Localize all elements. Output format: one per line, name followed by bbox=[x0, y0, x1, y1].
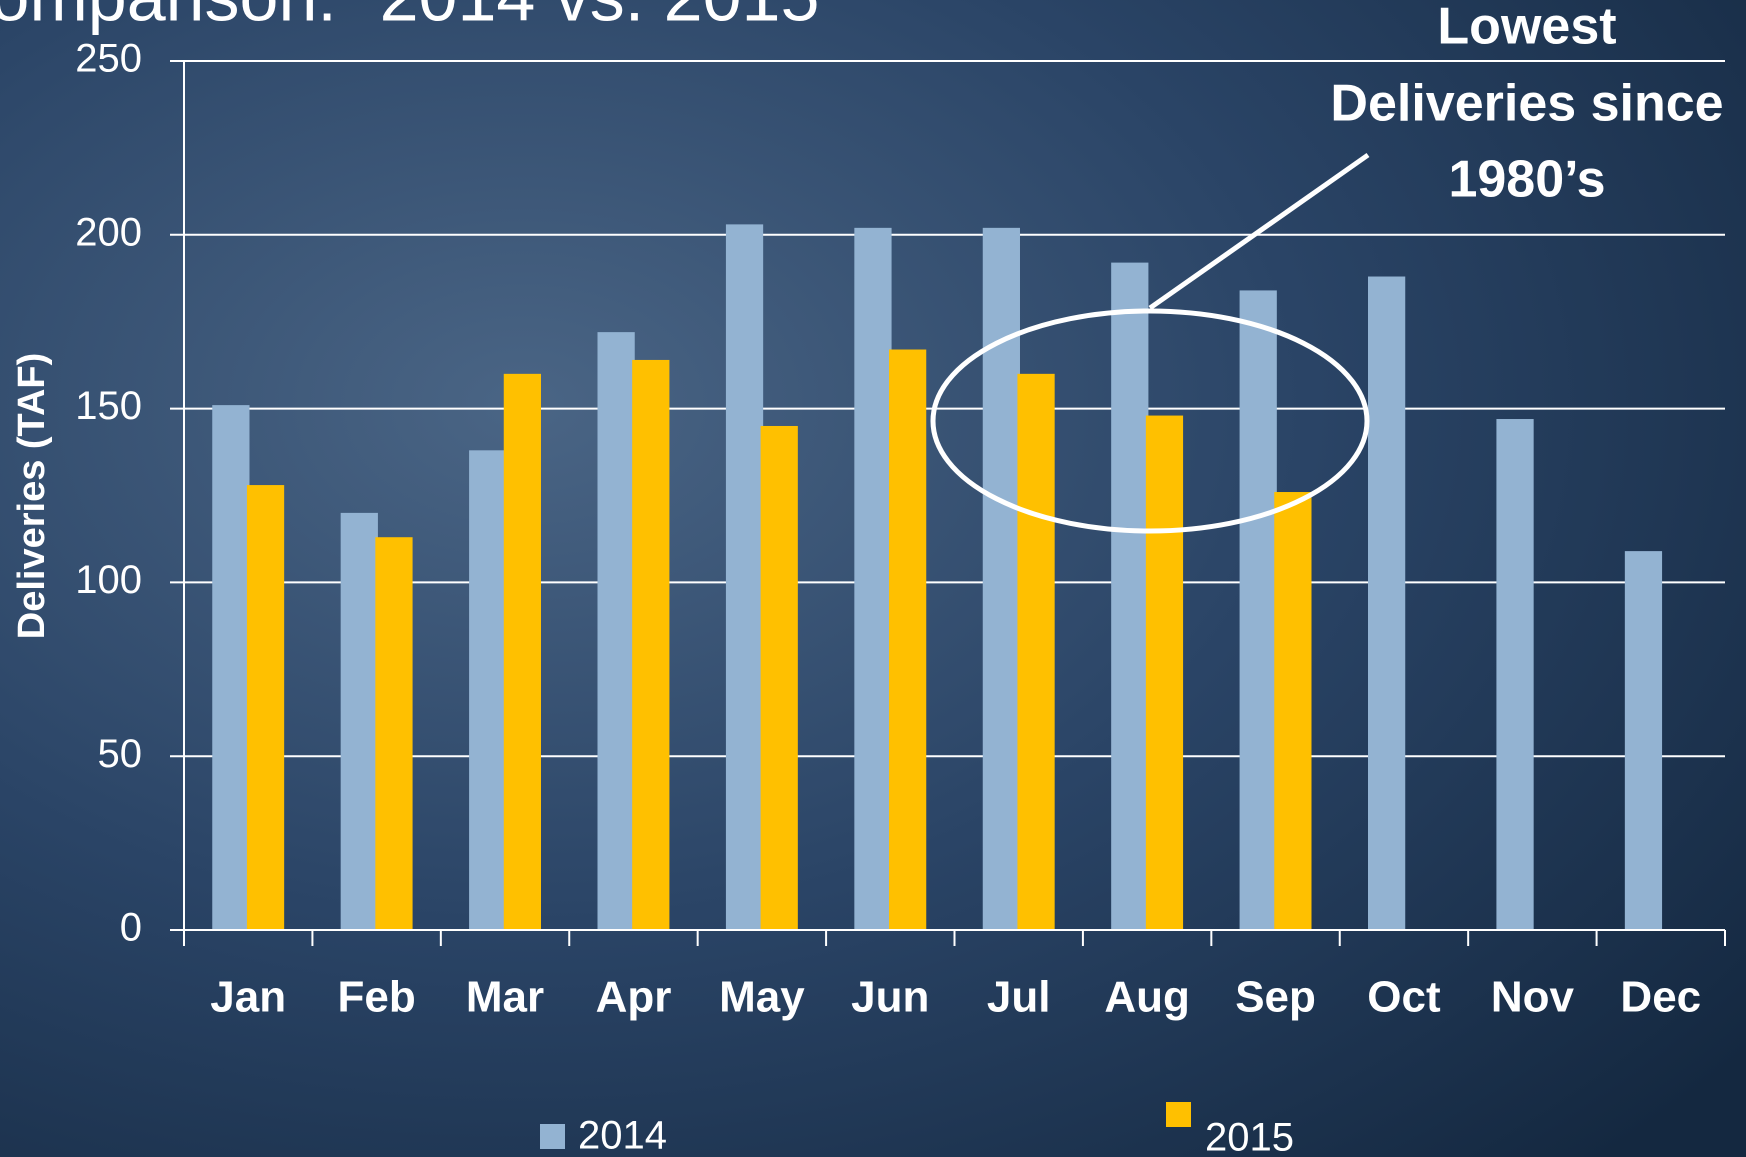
annotation-line: Deliveries since bbox=[1330, 75, 1723, 133]
bar bbox=[1274, 492, 1312, 930]
annotation-arrow bbox=[1148, 152, 1370, 311]
bar bbox=[760, 425, 798, 930]
x-tick-label: Oct bbox=[1367, 973, 1441, 1022]
y-tick-label: 0 bbox=[120, 906, 142, 950]
y-tick-label: 50 bbox=[98, 732, 143, 776]
bar bbox=[1111, 262, 1149, 930]
legend-label: 2015 bbox=[1205, 1116, 1294, 1157]
bar bbox=[503, 373, 541, 931]
bar bbox=[854, 227, 892, 930]
annotation-line: Lowest bbox=[1437, 0, 1616, 56]
bar bbox=[889, 349, 927, 930]
y-tick-label: 150 bbox=[75, 384, 142, 428]
bar bbox=[1017, 373, 1055, 931]
x-tick-label: Apr bbox=[596, 973, 672, 1022]
x-tick-label: Mar bbox=[466, 973, 544, 1022]
bar bbox=[1496, 419, 1534, 930]
x-tick-label: Sep bbox=[1235, 973, 1316, 1022]
bar bbox=[246, 485, 285, 930]
annotation-line: 1980’s bbox=[1448, 151, 1605, 209]
x-tick-label: Aug bbox=[1104, 973, 1190, 1022]
y-tick-label: 100 bbox=[75, 558, 142, 602]
x-tick-label: May bbox=[719, 973, 805, 1022]
x-tick-label: Dec bbox=[1620, 973, 1701, 1022]
bar bbox=[212, 405, 250, 930]
bar bbox=[725, 224, 764, 930]
bar bbox=[1239, 290, 1277, 930]
x-tick-label: Jul bbox=[987, 973, 1051, 1022]
legend-swatch bbox=[540, 1124, 565, 1149]
annotation: Lowest Deliveries since 1980’s bbox=[1330, 0, 1723, 209]
legend-entry: 2015 bbox=[1166, 1102, 1294, 1157]
x-tick-label: Feb bbox=[338, 973, 416, 1022]
y-tick-label: 200 bbox=[75, 210, 142, 254]
y-axis-label: Deliveries (TAF) bbox=[11, 353, 53, 639]
y-tick-label: 250 bbox=[75, 37, 142, 81]
bar bbox=[632, 359, 670, 930]
chart-title: Comparison: “2014 vs. 2015 bbox=[0, 0, 819, 35]
legend-entry: 2014 bbox=[540, 1114, 667, 1157]
bar bbox=[1145, 415, 1184, 930]
legend-label: 2014 bbox=[578, 1114, 667, 1157]
x-tick-label: Nov bbox=[1491, 973, 1575, 1022]
x-tick-label: Jun bbox=[851, 973, 929, 1022]
highlight-ellipse bbox=[930, 308, 1370, 534]
x-tick-label: Jan bbox=[210, 973, 286, 1022]
bar bbox=[1368, 276, 1406, 931]
bar bbox=[1624, 551, 1663, 930]
legend-swatch bbox=[1166, 1102, 1191, 1127]
bar bbox=[340, 512, 378, 930]
bar bbox=[469, 450, 507, 930]
bar bbox=[597, 332, 635, 930]
bar bbox=[375, 537, 413, 930]
